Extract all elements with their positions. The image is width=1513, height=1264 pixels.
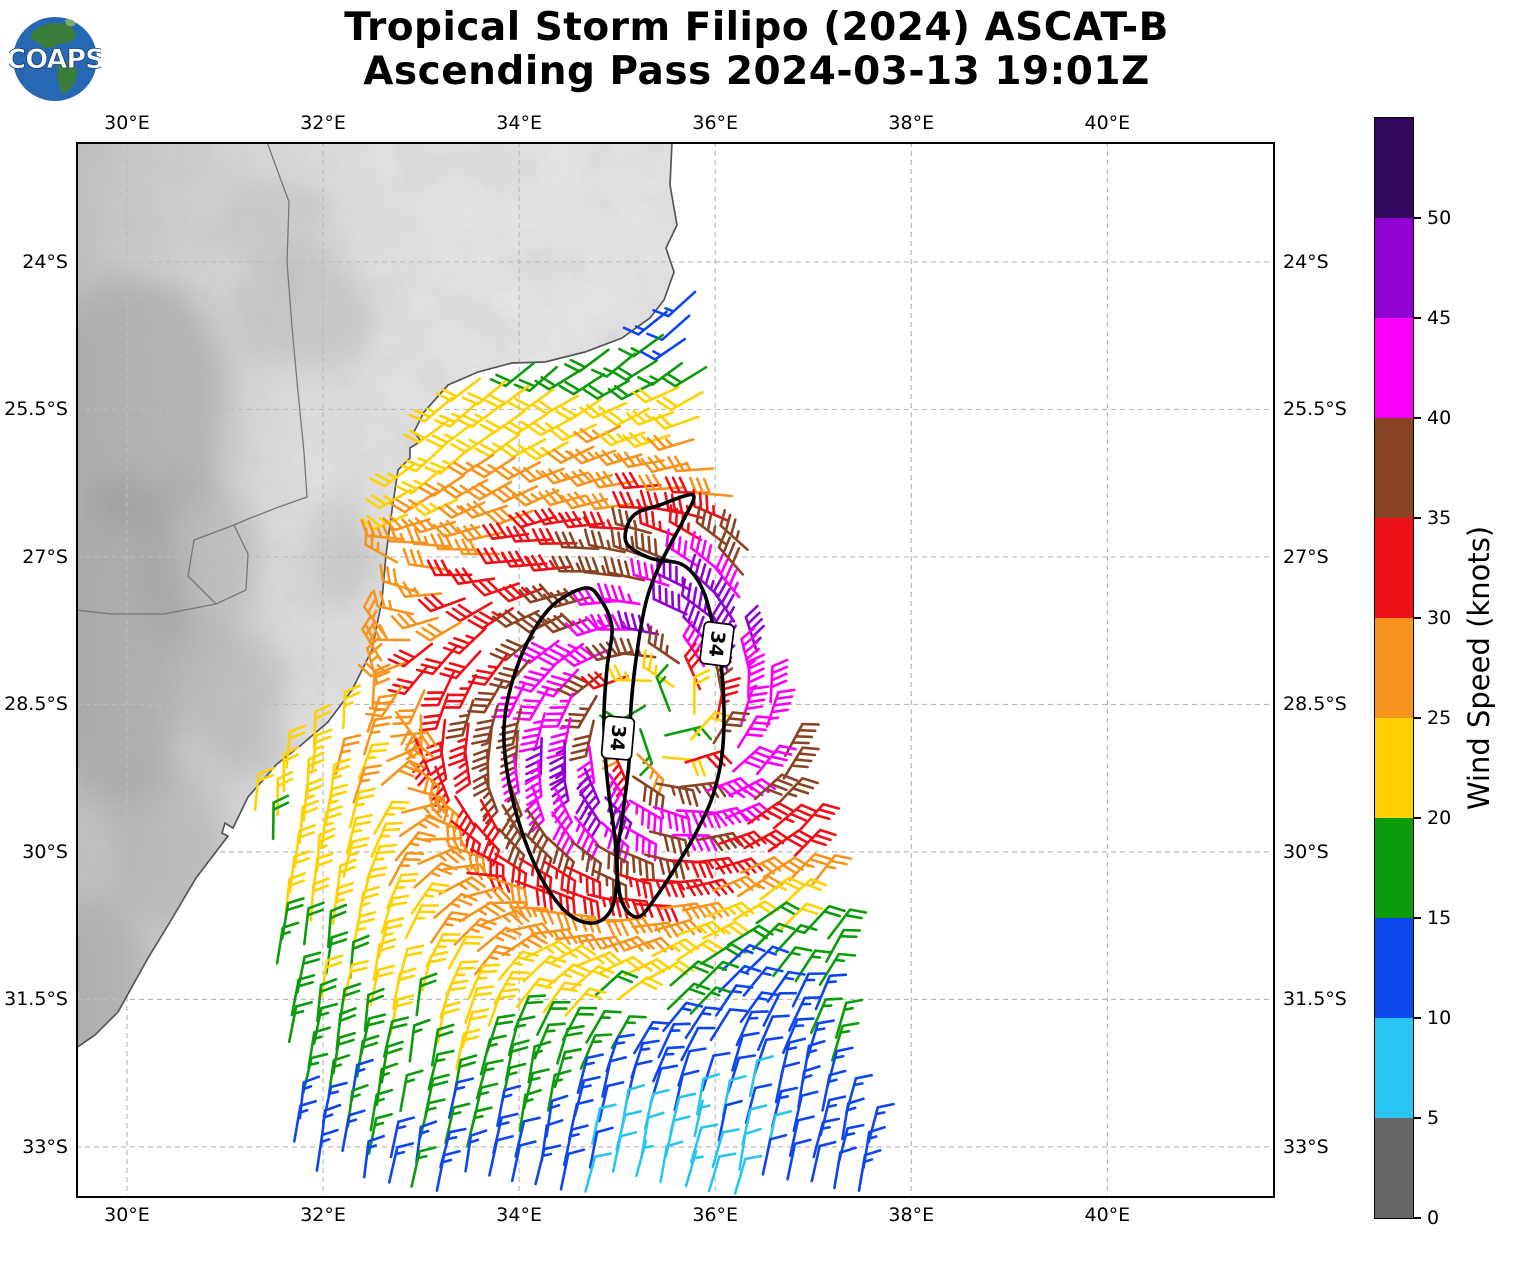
colorbar-tick (1413, 1017, 1421, 1019)
colorbar-tick (1413, 317, 1421, 319)
colorbar-bin-10-15kt (1375, 918, 1413, 1018)
logo-continent-greenland (65, 19, 76, 27)
y-axis-label-right: 30°S (1283, 840, 1329, 863)
svg-text:34: 34 (704, 629, 729, 658)
logo-continent-south-america (57, 61, 77, 94)
coastline (75, 141, 678, 1049)
colorbar-tick-label: 10 (1427, 1007, 1452, 1029)
y-axis-label-left: 33°S (22, 1135, 68, 1158)
y-axis-label-left: 30°S (22, 840, 68, 863)
colorbar-tick (1413, 917, 1421, 919)
map-frame (76, 142, 1275, 1198)
colorbar-bin-0-5kt (1375, 1118, 1413, 1218)
colorbar-tick-label: 45 (1427, 307, 1452, 329)
x-axis-label-bottom: 30°E (104, 1204, 150, 1226)
x-axis-label-top: 36°E (692, 112, 739, 134)
country-border (233, 141, 308, 526)
colorbar-bin-40-45kt (1375, 318, 1413, 418)
colorbar-tick-label: 5 (1427, 1107, 1440, 1129)
contour-label: 34 (600, 715, 636, 761)
y-axis-label-left: 27°S (22, 545, 68, 568)
y-axis-label-left: 25.5°S (4, 398, 68, 421)
coaps-logo: COAPS (9, 17, 101, 101)
colorbar-tick (1413, 417, 1421, 419)
colorbar-bin-20-25kt (1375, 718, 1413, 818)
y-axis-label-right: 25.5°S (1283, 398, 1347, 421)
colorbar-tick-label: 20 (1427, 807, 1452, 829)
colorbar-bin-45-50kt (1375, 218, 1413, 318)
colorbar-tick (1413, 1217, 1421, 1219)
logo-text: COAPS (9, 44, 101, 75)
x-axis-label-bottom: 40°E (1084, 1204, 1131, 1226)
colorbar-axis-label: Wind Speed (knots) (1462, 525, 1496, 811)
colorbar-tick-label: 25 (1427, 707, 1452, 729)
y-axis-label-right: 31.5°S (1283, 988, 1347, 1011)
colorbar-bin-50-55kt (1375, 118, 1413, 218)
colorbar-tick (1413, 517, 1421, 519)
x-axis-label-bottom: 36°E (692, 1204, 739, 1226)
contour-label: 34 (699, 621, 735, 667)
colorbar-tick (1413, 717, 1421, 719)
y-axis-label-right: 24°S (1283, 250, 1329, 273)
gridlines (76, 142, 1275, 1198)
logo-continent-north-america (30, 22, 76, 49)
x-axis-label-bottom: 32°E (300, 1204, 346, 1226)
colorbar-bin-35-40kt (1375, 418, 1413, 518)
colorbar-tick (1413, 1117, 1421, 1119)
y-axis-label-right: 27°S (1283, 545, 1329, 568)
svg-text:34: 34 (605, 724, 629, 752)
chart-title: Tropical Storm Filipo (2024) ASCAT-B (344, 5, 1169, 50)
colorbar-tick-label: 50 (1427, 207, 1452, 229)
x-axis-label-top: 32°E (300, 112, 346, 134)
colorbar-tick (1413, 217, 1421, 219)
x-axis-label-top: 40°E (1084, 112, 1131, 134)
colorbar-tick (1413, 617, 1421, 619)
colorbar-tick (1413, 817, 1421, 819)
colorbar-tick-label: 0 (1427, 1207, 1440, 1229)
colorbar-tick-label: 35 (1427, 507, 1452, 529)
colorbar-bin-5-10kt (1375, 1018, 1413, 1118)
x-axis-label-bottom: 38°E (888, 1204, 935, 1226)
x-axis-label-bottom: 34°E (496, 1204, 542, 1226)
x-axis-label-top: 34°E (496, 112, 542, 134)
map-plot-area: 34 34 (75, 141, 1275, 1198)
country-border (75, 603, 217, 615)
colorbar-bin-15-20kt (1375, 818, 1413, 918)
y-axis-label-right: 28.5°S (1283, 693, 1347, 716)
colorbar-bin-25-30kt (1375, 618, 1413, 718)
colorbar-tick-label: 30 (1427, 607, 1452, 629)
y-axis-label-right: 33°S (1283, 1135, 1329, 1158)
colorbar-tick-label: 40 (1427, 407, 1452, 429)
y-axis-label-left: 31.5°S (4, 988, 68, 1011)
chart-subtitle: Ascending Pass 2024-03-13 19:01Z (363, 49, 1150, 94)
wind-barb-map: 34 34 (75, 141, 1275, 1198)
x-axis-label-top: 38°E (888, 112, 935, 134)
colorbar-bin-30-35kt (1375, 518, 1413, 618)
y-axis-label-left: 28.5°S (4, 693, 68, 716)
x-axis-label-top: 30°E (104, 112, 150, 134)
gale-radius-contours: 34 34 (502, 492, 735, 926)
y-axis-label-left: 24°S (22, 250, 68, 273)
colorbar (1374, 117, 1414, 1219)
colorbar-tick-label: 15 (1427, 907, 1452, 929)
